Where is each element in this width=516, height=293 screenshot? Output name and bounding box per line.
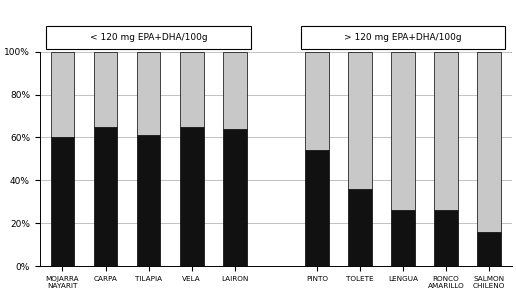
Bar	[180, 52, 204, 127]
Bar	[137, 135, 160, 266]
Bar	[93, 52, 117, 127]
FancyBboxPatch shape	[301, 26, 505, 50]
Bar	[305, 52, 329, 150]
Bar	[391, 210, 415, 266]
Bar	[180, 127, 204, 266]
Bar	[223, 52, 247, 129]
Bar	[391, 52, 415, 210]
Bar	[223, 129, 247, 266]
Text: > 120 mg EPA+DHA/100g: > 120 mg EPA+DHA/100g	[344, 33, 462, 42]
Bar	[51, 52, 74, 137]
Bar	[137, 52, 160, 135]
Bar	[434, 52, 458, 210]
FancyBboxPatch shape	[46, 26, 251, 50]
Bar	[305, 150, 329, 266]
Bar	[348, 52, 372, 189]
Bar	[477, 232, 501, 266]
Text: < 120 mg EPA+DHA/100g: < 120 mg EPA+DHA/100g	[90, 33, 207, 42]
Bar	[434, 210, 458, 266]
Bar	[348, 189, 372, 266]
Bar	[51, 137, 74, 266]
Bar	[93, 127, 117, 266]
Bar	[477, 52, 501, 232]
